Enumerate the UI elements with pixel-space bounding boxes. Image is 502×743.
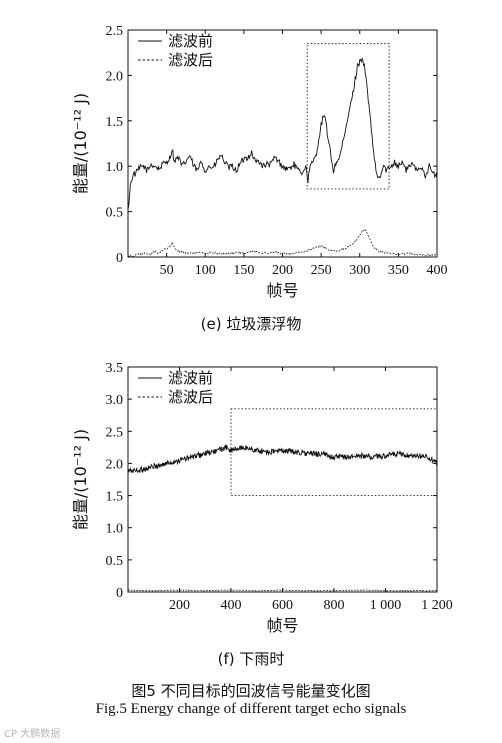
x-tick-label: 1 200 <box>421 598 453 613</box>
legend-label: 滤波后 <box>168 51 213 69</box>
y-axis-label: 能量/(10⁻¹² J) <box>71 93 90 194</box>
x-tick-label: 600 <box>272 598 293 613</box>
x-axis-label: 帧号 <box>266 281 298 300</box>
x-axis-label: 帧号 <box>266 616 298 635</box>
series-line-before-filter <box>127 57 438 210</box>
y-tick-label: 0 <box>116 586 123 601</box>
x-tick-label: 100 <box>195 263 216 278</box>
y-tick-label: 0.5 <box>106 554 124 569</box>
x-tick-label: 300 <box>349 263 370 278</box>
x-tick-label: 200 <box>169 598 190 613</box>
y-tick-label: 1.5 <box>106 490 124 505</box>
y-tick-label: 2.0 <box>106 69 124 84</box>
legend-label: 滤波前 <box>168 32 213 50</box>
y-tick-label: 1.0 <box>106 522 124 537</box>
y-tick-label: 3.5 <box>106 361 124 376</box>
y-tick-label: 2.5 <box>106 425 124 440</box>
x-tick-label: 200 <box>272 263 293 278</box>
chart-f: 0 0.5 1.0 1.5 2.0 2.5 3.0 3.5 200 400 600 800 1 000 1… <box>71 361 453 635</box>
figure-caption-en: Fig.5 Energy change of different target … <box>95 701 407 717</box>
series-line-before-filter <box>127 444 438 473</box>
x-tick-label: 400 <box>427 263 448 278</box>
highlight-box <box>230 408 438 497</box>
y-axis-label: 能量/(10⁻¹² J) <box>71 429 90 530</box>
highlight-box <box>306 43 390 190</box>
subcaption-f: (f) 下雨时 <box>217 650 285 668</box>
legend-label: 滤波后 <box>168 388 213 406</box>
series-line-after-filter <box>127 228 438 258</box>
x-tick-label: 250 <box>311 263 332 278</box>
series-line-after-filter <box>127 589 438 592</box>
figure-caption-zh: 图5 不同目标的回波信号能量变化图 <box>131 682 371 700</box>
chart-e: 0 0.5 1.0 1.5 2.0 2.5 50 100 150 200 250 300 350 400 帧… <box>71 24 448 300</box>
y-tick-label: 3.0 <box>106 393 124 408</box>
y-tick-label: 0.5 <box>106 206 124 221</box>
legend-label: 滤波前 <box>168 369 213 387</box>
x-tick-label: 350 <box>388 263 409 278</box>
x-tick-label: 150 <box>233 263 254 278</box>
x-tick-label: 800 <box>324 598 345 613</box>
x-tick-label: 50 <box>160 263 174 278</box>
y-tick-label: 1.5 <box>106 115 124 130</box>
y-tick-label: 0 <box>116 251 123 266</box>
y-tick-label: 2.0 <box>106 457 124 472</box>
x-tick-label: 400 <box>221 598 242 613</box>
y-tick-label: 1.0 <box>106 160 124 175</box>
subcaption-e: (e) 垃圾漂浮物 <box>200 315 302 333</box>
x-tick-label: 1 000 <box>370 598 402 613</box>
watermark-logo: CP 大鹏数据 <box>4 729 61 740</box>
y-tick-label: 2.5 <box>106 24 124 39</box>
